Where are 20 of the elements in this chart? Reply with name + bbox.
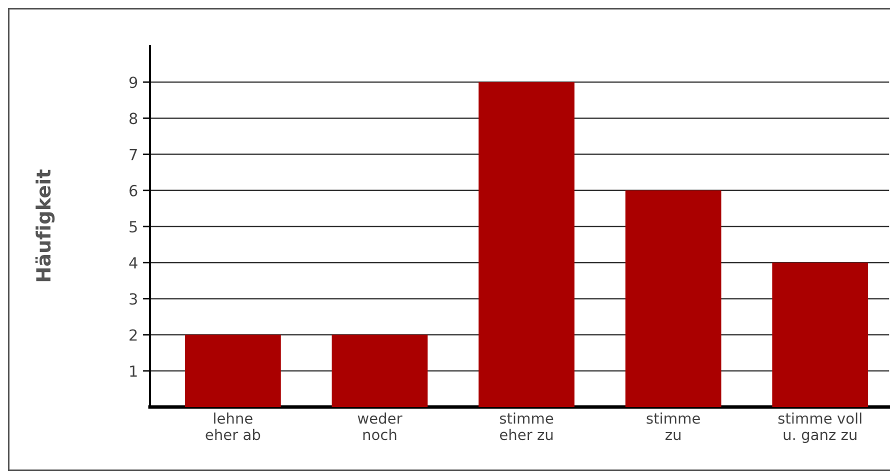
- x-tick-label: stimme zu: [646, 412, 700, 440]
- y-tick-label: 3: [130, 293, 137, 305]
- y-tick-label: 9: [129, 76, 138, 88]
- x-tick-label: weder noch: [358, 412, 402, 440]
- y-tick-label: 6: [130, 184, 138, 196]
- bar: [625, 190, 722, 407]
- bar: [772, 262, 868, 407]
- y-tick-label: 2: [130, 329, 137, 341]
- x-tick-label: stimme voll u. ganz zu: [778, 412, 862, 443]
- x-tick-label: stimme eher zu: [500, 412, 554, 440]
- y-axis-title: Häufigkeit: [35, 170, 55, 282]
- bar: [332, 334, 428, 407]
- x-tick-label: lehne eher ab: [206, 412, 260, 440]
- y-tick-label: 8: [130, 112, 138, 124]
- y-tick-label: 1: [130, 366, 137, 377]
- bar: [478, 82, 574, 407]
- bar: [185, 334, 281, 407]
- y-tick-label: 7: [130, 148, 137, 160]
- y-tick-label: 4: [129, 257, 138, 268]
- y-tick-label: 5: [130, 221, 137, 233]
